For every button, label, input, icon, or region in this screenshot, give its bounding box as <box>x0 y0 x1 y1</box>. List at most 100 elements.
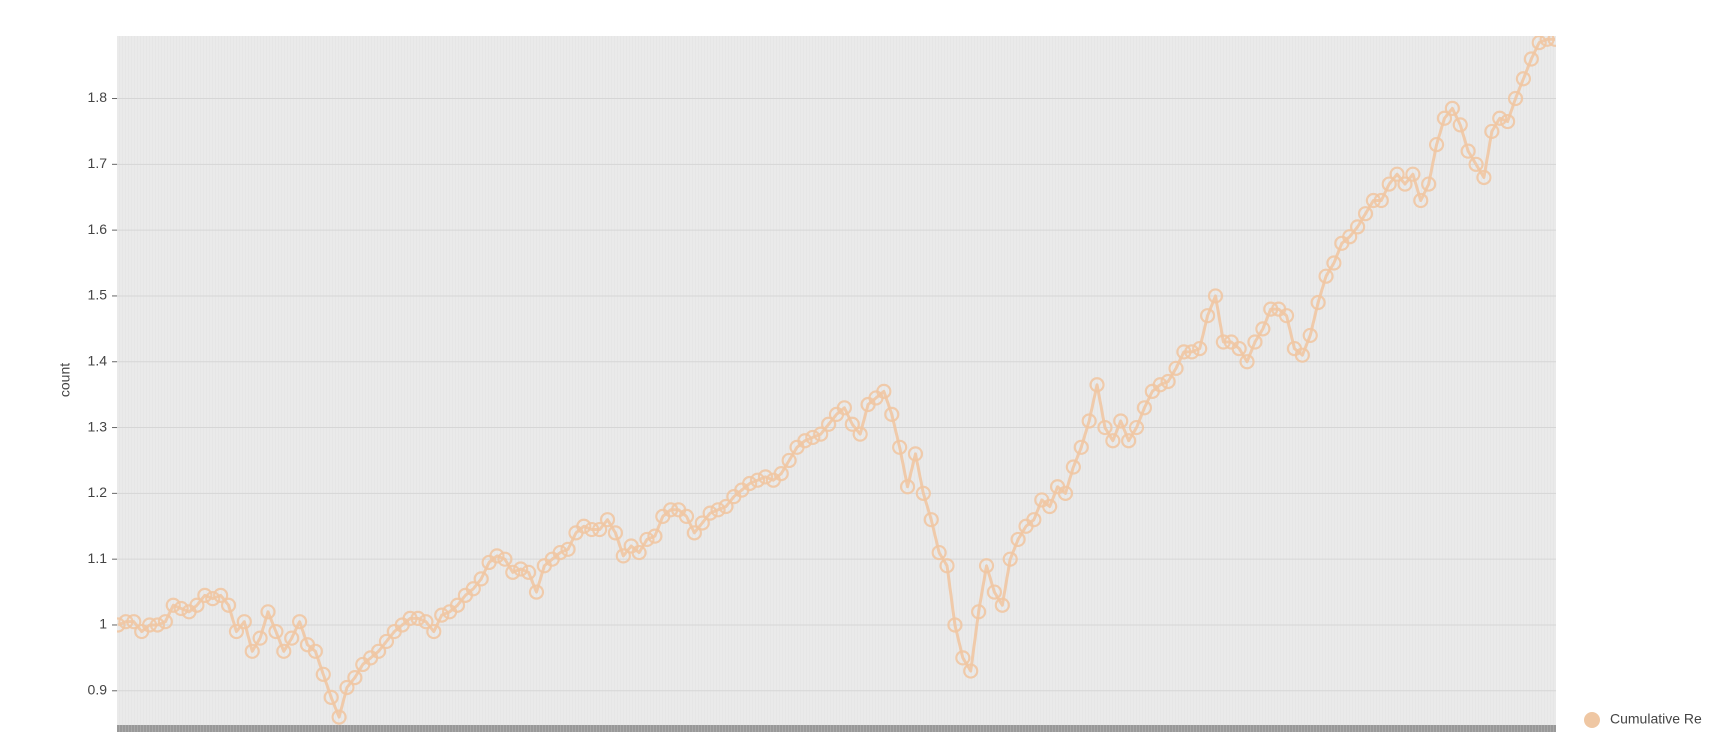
data-point <box>205 591 221 607</box>
data-point <box>1350 219 1366 235</box>
data-point <box>1476 169 1492 186</box>
y-tick-label: 1.6 <box>88 221 108 237</box>
data-point <box>1468 156 1484 172</box>
data-point <box>694 515 710 531</box>
data-point <box>1263 301 1279 317</box>
data-point <box>276 643 292 659</box>
data-point <box>449 597 466 613</box>
data-point <box>1436 110 1453 126</box>
data-point <box>797 433 813 449</box>
data-point <box>118 614 134 630</box>
data-point <box>331 709 347 725</box>
data-point <box>284 630 300 646</box>
y-tick-label: 1.7 <box>88 155 108 171</box>
data-point <box>1294 347 1310 363</box>
y-tick-label: 1.4 <box>88 352 108 368</box>
data-point <box>1160 373 1176 390</box>
data-point <box>592 521 608 538</box>
data-point <box>213 587 229 603</box>
data-point <box>1152 377 1168 393</box>
data-point <box>1042 498 1058 515</box>
data-point <box>189 597 205 613</box>
data-point <box>1168 360 1184 376</box>
data-point <box>434 607 450 623</box>
data-point <box>639 531 655 548</box>
data-point <box>836 400 852 416</box>
data-point <box>157 614 173 630</box>
data-point <box>678 508 695 524</box>
data-point <box>1547 36 1556 47</box>
y-tick-label: 1.2 <box>88 484 108 500</box>
data-point <box>244 643 260 659</box>
data-point <box>876 383 892 399</box>
data-point <box>228 623 245 640</box>
data-point <box>560 541 576 557</box>
data-point <box>1389 166 1405 182</box>
data-point <box>1507 90 1524 107</box>
data-point <box>418 614 434 630</box>
data-point <box>1184 344 1200 360</box>
data-point <box>552 544 568 561</box>
data-point <box>268 623 284 640</box>
data-point <box>513 561 529 577</box>
data-point <box>1176 344 1192 360</box>
data-point <box>907 446 924 462</box>
data-point <box>1492 110 1508 126</box>
data-point <box>844 416 860 432</box>
data-point <box>347 670 363 686</box>
data-point <box>323 689 339 705</box>
data-point <box>971 604 987 620</box>
data-point <box>607 525 624 541</box>
data-point <box>402 610 418 626</box>
data-point <box>1255 321 1271 337</box>
data-point <box>1452 117 1468 133</box>
data-point <box>1326 255 1342 271</box>
data-point <box>315 666 331 682</box>
data-point <box>1460 143 1476 159</box>
data-point <box>1207 288 1224 304</box>
data-point <box>884 406 900 422</box>
data-point <box>1105 433 1121 449</box>
data-point <box>615 548 631 564</box>
data-point <box>978 558 995 574</box>
y-tick-label: 1 <box>99 616 107 632</box>
data-point <box>892 439 908 455</box>
data-point <box>1421 176 1437 192</box>
data-point <box>1405 166 1421 182</box>
data-point <box>576 518 592 534</box>
data-point <box>236 614 252 630</box>
data-point <box>473 571 489 587</box>
data-point <box>252 630 268 646</box>
data-point <box>1365 192 1382 209</box>
data-point <box>1057 485 1074 501</box>
data-point <box>1278 308 1295 324</box>
data-point <box>339 679 355 696</box>
data-point <box>520 564 537 580</box>
data-point <box>117 617 126 633</box>
data-point <box>505 564 521 580</box>
data-point <box>1231 340 1247 357</box>
data-point <box>1247 334 1263 350</box>
data-point <box>528 584 545 600</box>
data-point <box>197 587 213 603</box>
series-line <box>117 37 1555 719</box>
data-point <box>584 521 600 538</box>
data-point <box>1373 192 1389 209</box>
data-point <box>963 663 979 679</box>
data-point <box>686 525 702 541</box>
data-point <box>773 466 789 482</box>
data-point <box>710 502 726 518</box>
data-point <box>1444 100 1460 116</box>
data-point <box>702 505 718 521</box>
data-point <box>663 502 679 518</box>
data-point <box>1484 123 1500 140</box>
data-point <box>465 581 481 597</box>
data-point <box>307 643 323 659</box>
legend-label: Cumulative Re <box>1610 711 1702 727</box>
data-point <box>915 485 931 501</box>
data-point <box>647 528 663 544</box>
data-point <box>939 558 955 574</box>
data-point <box>1342 229 1358 245</box>
y-tick-label: 1.8 <box>88 89 108 105</box>
